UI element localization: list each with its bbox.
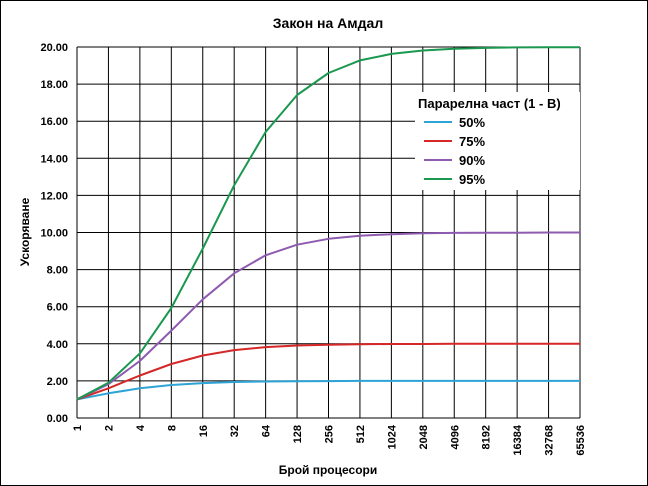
series-line-90-percent bbox=[76, 231, 580, 401]
y-tick-label: 10.00 bbox=[40, 228, 68, 240]
x-tick-label: 16384 bbox=[512, 424, 524, 455]
x-tick-label: 8192 bbox=[481, 425, 493, 449]
x-tick-label: 32 bbox=[229, 425, 241, 437]
series-layer bbox=[76, 46, 580, 401]
x-tick-label: 2 bbox=[103, 425, 115, 431]
x-tick-label: 512 bbox=[355, 425, 367, 443]
x-tick-label: 4 bbox=[135, 424, 147, 431]
x-tick-label: 2048 bbox=[418, 425, 430, 449]
y-tick-label: 16.00 bbox=[40, 116, 68, 128]
legend-entry-label: 95% bbox=[459, 172, 485, 187]
x-tick-label: 16 bbox=[198, 425, 210, 437]
legend-title: Парарелна част (1 - B) bbox=[418, 96, 561, 111]
y-axis-ticks: 0.00 2.00 4.00 6.00 8.00 10.00 12.00 14.00 16.00… bbox=[40, 42, 68, 425]
x-axis-label: Брой процесори bbox=[279, 463, 378, 477]
x-tick-label: 64 bbox=[261, 424, 273, 437]
x-tick-label: 8 bbox=[166, 425, 178, 431]
legend-entry-label: 90% bbox=[459, 153, 485, 168]
chart-title: Закон на Амдал bbox=[273, 15, 383, 31]
y-tick-label: 18.00 bbox=[40, 79, 68, 91]
legend-entry-label: 75% bbox=[459, 134, 485, 149]
y-tick-label: 8.00 bbox=[47, 265, 68, 277]
y-tick-label: 2.00 bbox=[47, 376, 68, 388]
legend-entry-label: 50% bbox=[459, 115, 485, 130]
y-tick-label: 12.00 bbox=[40, 190, 68, 202]
series-line-50-percent bbox=[76, 379, 580, 401]
x-tick-label: 128 bbox=[292, 425, 304, 443]
x-tick-label: 1 bbox=[72, 425, 84, 431]
y-tick-label: 4.00 bbox=[47, 339, 68, 351]
x-tick-label: 1024 bbox=[386, 424, 398, 449]
x-tick-label: 32768 bbox=[544, 425, 556, 456]
y-axis-label: Ускоряване bbox=[18, 197, 32, 266]
y-tick-label: 6.00 bbox=[47, 302, 68, 314]
x-tick-label: 256 bbox=[324, 425, 336, 443]
legend: Парарелна част (1 - B) 50% 75% 90% 95% bbox=[415, 92, 580, 190]
y-tick-label: 20.00 bbox=[40, 42, 68, 54]
y-tick-label: 14.00 bbox=[40, 153, 68, 165]
series-line-95-percent bbox=[76, 46, 580, 401]
x-tick-label: 4096 bbox=[449, 425, 461, 449]
series-line-75-percent bbox=[76, 342, 580, 401]
x-tick-label: 65536 bbox=[575, 425, 587, 456]
x-axis-ticks: 1 2 4 8 16 32 64 128 256 512 1024 2048 4096 8192 16384… bbox=[72, 424, 587, 455]
y-tick-label: 0.00 bbox=[47, 413, 68, 425]
